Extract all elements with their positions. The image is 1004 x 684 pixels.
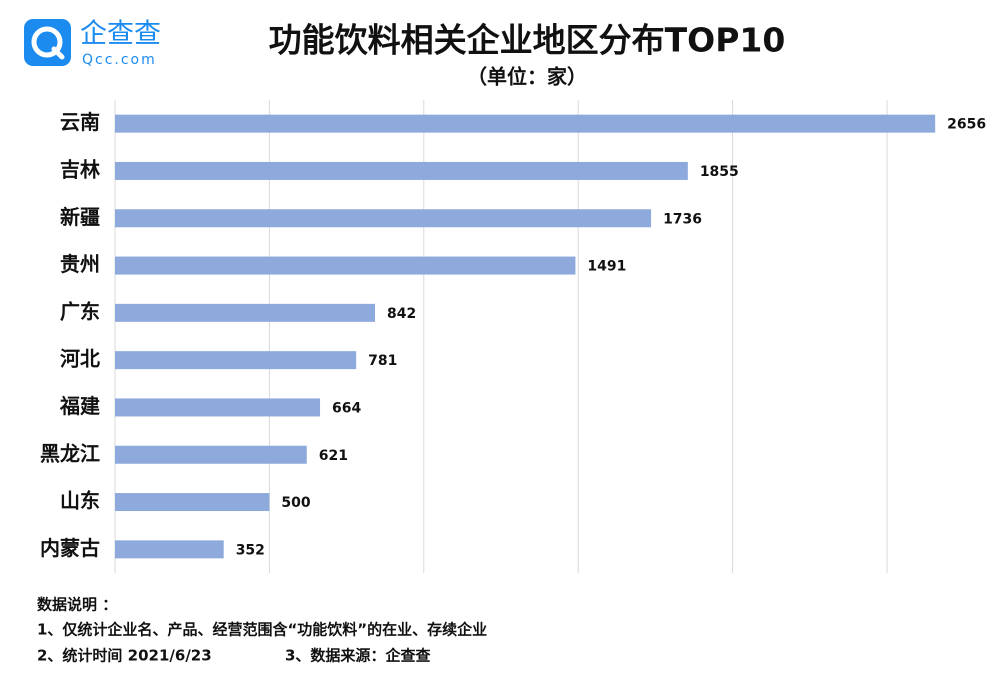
bar — [115, 351, 357, 370]
logo-name: 企查查 — [80, 19, 161, 50]
y-tick-label: 黑龙江 — [40, 441, 100, 465]
bar — [115, 398, 321, 417]
value-label: 664 — [332, 400, 361, 416]
bar — [115, 161, 688, 180]
note: 2、统计时间 2021/6/23 — [37, 647, 212, 665]
value-label: 2656 — [947, 117, 986, 133]
note: 数据说明 ： — [37, 596, 117, 614]
logo-tail — [51, 46, 65, 60]
value-label: 842 — [387, 306, 416, 322]
bar — [115, 303, 376, 322]
logo-icon — [24, 19, 71, 66]
value-label: 500 — [281, 495, 310, 511]
y-tick-label: 吉林 — [60, 157, 100, 181]
y-tick-label: 贵州 — [60, 252, 100, 276]
value-label: 1855 — [700, 164, 739, 180]
note: 3、数据来源：企查查 — [285, 647, 431, 665]
note: 1、仅统计企业名、产品、经营范围含“功能饮料”的在业、存续企业 — [37, 621, 487, 639]
bar — [115, 114, 936, 133]
bar — [115, 445, 307, 464]
value-label: 621 — [319, 448, 348, 464]
y-tick-label: 云南 — [60, 110, 100, 134]
y-tick-label: 福建 — [59, 394, 100, 418]
bar — [115, 209, 652, 228]
logo-domain: Qcc.com — [82, 52, 157, 68]
y-tick-label: 广东 — [60, 299, 100, 323]
y-tick-label: 河北 — [60, 347, 100, 371]
bar — [115, 493, 270, 512]
logo-ring — [31, 26, 63, 58]
value-label: 1491 — [587, 259, 626, 275]
y-tick-label: 新疆 — [60, 205, 100, 229]
bar — [115, 540, 224, 559]
chart-subtitle: （单位：家） — [467, 65, 587, 89]
y-tick-label: 山东 — [60, 489, 100, 513]
value-label: 352 — [236, 542, 265, 558]
bar — [115, 256, 576, 275]
value-label: 781 — [368, 353, 397, 369]
chart-title: 功能饮料相关企业地区分布TOP10 — [269, 21, 786, 60]
logo: 企查查 Qcc.com — [24, 19, 161, 68]
value-label: 1736 — [663, 211, 702, 227]
y-tick-label: 内蒙古 — [40, 536, 100, 560]
